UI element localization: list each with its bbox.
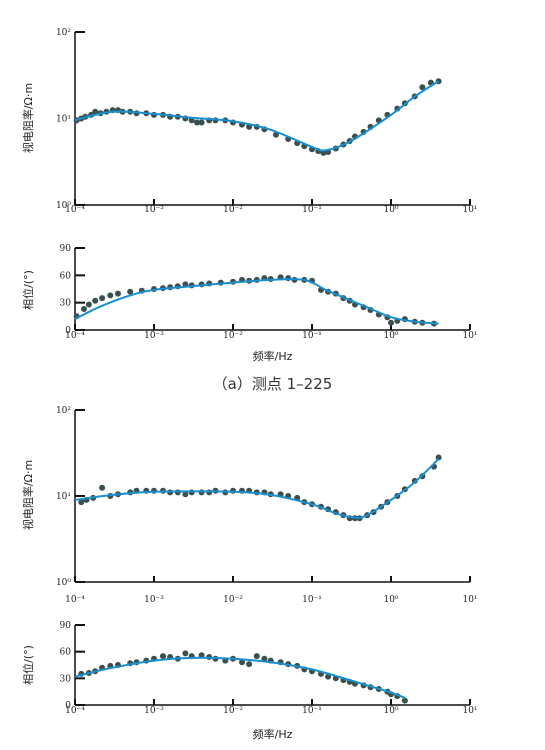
x-tick-label: 10⁻¹ — [302, 706, 322, 716]
x-tick-label: 10¹ — [462, 331, 477, 341]
data-point — [198, 652, 205, 659]
fit-curve — [74, 656, 406, 699]
x-tick-label: 10⁻³ — [144, 205, 164, 215]
x-tick-label: 10⁻¹ — [302, 205, 322, 215]
data-point — [92, 108, 99, 115]
fit-curve — [74, 80, 440, 152]
y-axis-label: 视电阻率/Ω·m — [21, 83, 35, 153]
y-axis-label: 相位/(°) — [21, 270, 35, 310]
x-tick-label: 10⁻² — [223, 205, 243, 215]
y-tick-label: 90 — [60, 244, 72, 254]
x-tick-label: 10⁻¹ — [302, 595, 322, 605]
data-point — [239, 659, 245, 666]
data-point — [99, 484, 106, 491]
x-tick-label: 10¹ — [462, 595, 477, 605]
data-point — [92, 297, 99, 304]
y-tick-label: 10⁰ — [56, 201, 71, 211]
x-axis-label: 频率/Hz — [253, 349, 293, 363]
y-tick-label: 0 — [65, 701, 71, 711]
data-point — [182, 491, 189, 498]
x-axis-label: 频率/Hz — [253, 727, 293, 741]
data-point — [320, 149, 327, 156]
chart-b-phase: 10⁻⁴ 10⁻³ 10⁻² 10⁻¹ 10⁰ 10¹ 0 30 60 90 相位/(°) 频率/Hz — [21, 621, 478, 741]
y-tick-label: 30 — [60, 299, 72, 309]
x-tick-label: 10⁻³ — [144, 331, 164, 341]
y-tick-label: 10² — [56, 28, 71, 38]
data-point — [160, 653, 166, 660]
x-tick-label: 10⁰ — [383, 205, 398, 215]
y-tick-label: 60 — [60, 648, 72, 658]
y-tick-label: 0 — [65, 326, 71, 336]
fit-curve — [74, 458, 440, 519]
x-tick-label: 10⁻² — [223, 595, 243, 605]
x-tick-label: 10⁻² — [223, 331, 243, 341]
x-tick-label: 10⁻³ — [144, 595, 164, 605]
y-axis-label: 视电阻率/Ω·m — [21, 460, 35, 530]
data-point — [127, 288, 134, 295]
data-point — [198, 489, 205, 496]
fit-curve — [74, 278, 439, 325]
chart-a-phase: 10⁻⁴ 10⁻³ 10⁻² 10⁻¹ 10⁰ 10¹ 0 30 60 90 相位/(°) 频率/Hz — [21, 244, 478, 363]
y-tick-label: 10² — [56, 406, 71, 416]
y-axis-label: 相位/(°) — [21, 645, 35, 685]
y-tick-label: 10⁰ — [56, 578, 71, 588]
x-tick-label: 10¹ — [462, 205, 477, 215]
data-point — [253, 653, 260, 660]
chart-a-resistivity: 10⁻⁴ 10⁻³ 10⁻² 10⁻¹ 10⁰ 10¹ 10⁰ 10¹ 10² 视电阻率/Ω·m — [21, 28, 478, 215]
data-point — [99, 295, 106, 302]
data-point — [81, 306, 87, 312]
y-tick-label: 60 — [60, 271, 72, 281]
data-point — [246, 661, 253, 668]
data-point — [206, 489, 213, 496]
data-point — [85, 301, 92, 308]
data-point — [174, 489, 181, 496]
x-tick-label: 10⁻⁴ — [65, 706, 85, 716]
caption-a: （a）测点 1–225 — [212, 375, 333, 393]
data-point — [261, 655, 268, 662]
chart-b-resistivity: 10⁻⁴ 10⁻³ 10⁻² 10⁻¹ 10⁰ 10¹ 10⁰ 10¹ 10² 视电阻率/Ω·m — [21, 406, 478, 605]
x-tick-label: 10⁻⁴ — [65, 205, 85, 215]
data-point — [401, 697, 408, 704]
data-point — [198, 119, 205, 126]
y-tick-label: 10¹ — [56, 492, 71, 502]
x-tick-label: 10¹ — [462, 706, 477, 716]
x-tick-label: 10⁰ — [383, 331, 398, 341]
data-point — [78, 499, 85, 506]
data-point — [388, 319, 394, 326]
x-tick-label: 10⁰ — [383, 595, 398, 605]
data-point — [107, 292, 114, 299]
y-tick-label: 90 — [60, 621, 72, 631]
data-point — [194, 119, 200, 126]
x-tick-label: 10⁻⁴ — [65, 331, 85, 341]
data-point — [182, 650, 189, 657]
y-tick-label: 10¹ — [56, 115, 71, 125]
data-point — [115, 290, 121, 297]
x-tick-label: 10⁻⁴ — [65, 595, 85, 605]
y-tick-label: 30 — [60, 674, 72, 684]
x-tick-label: 10⁰ — [383, 706, 398, 716]
x-tick-label: 10⁻³ — [144, 706, 164, 716]
x-tick-label: 10⁻¹ — [302, 331, 322, 341]
x-tick-label: 10⁻² — [223, 706, 243, 716]
data-point — [419, 84, 426, 91]
